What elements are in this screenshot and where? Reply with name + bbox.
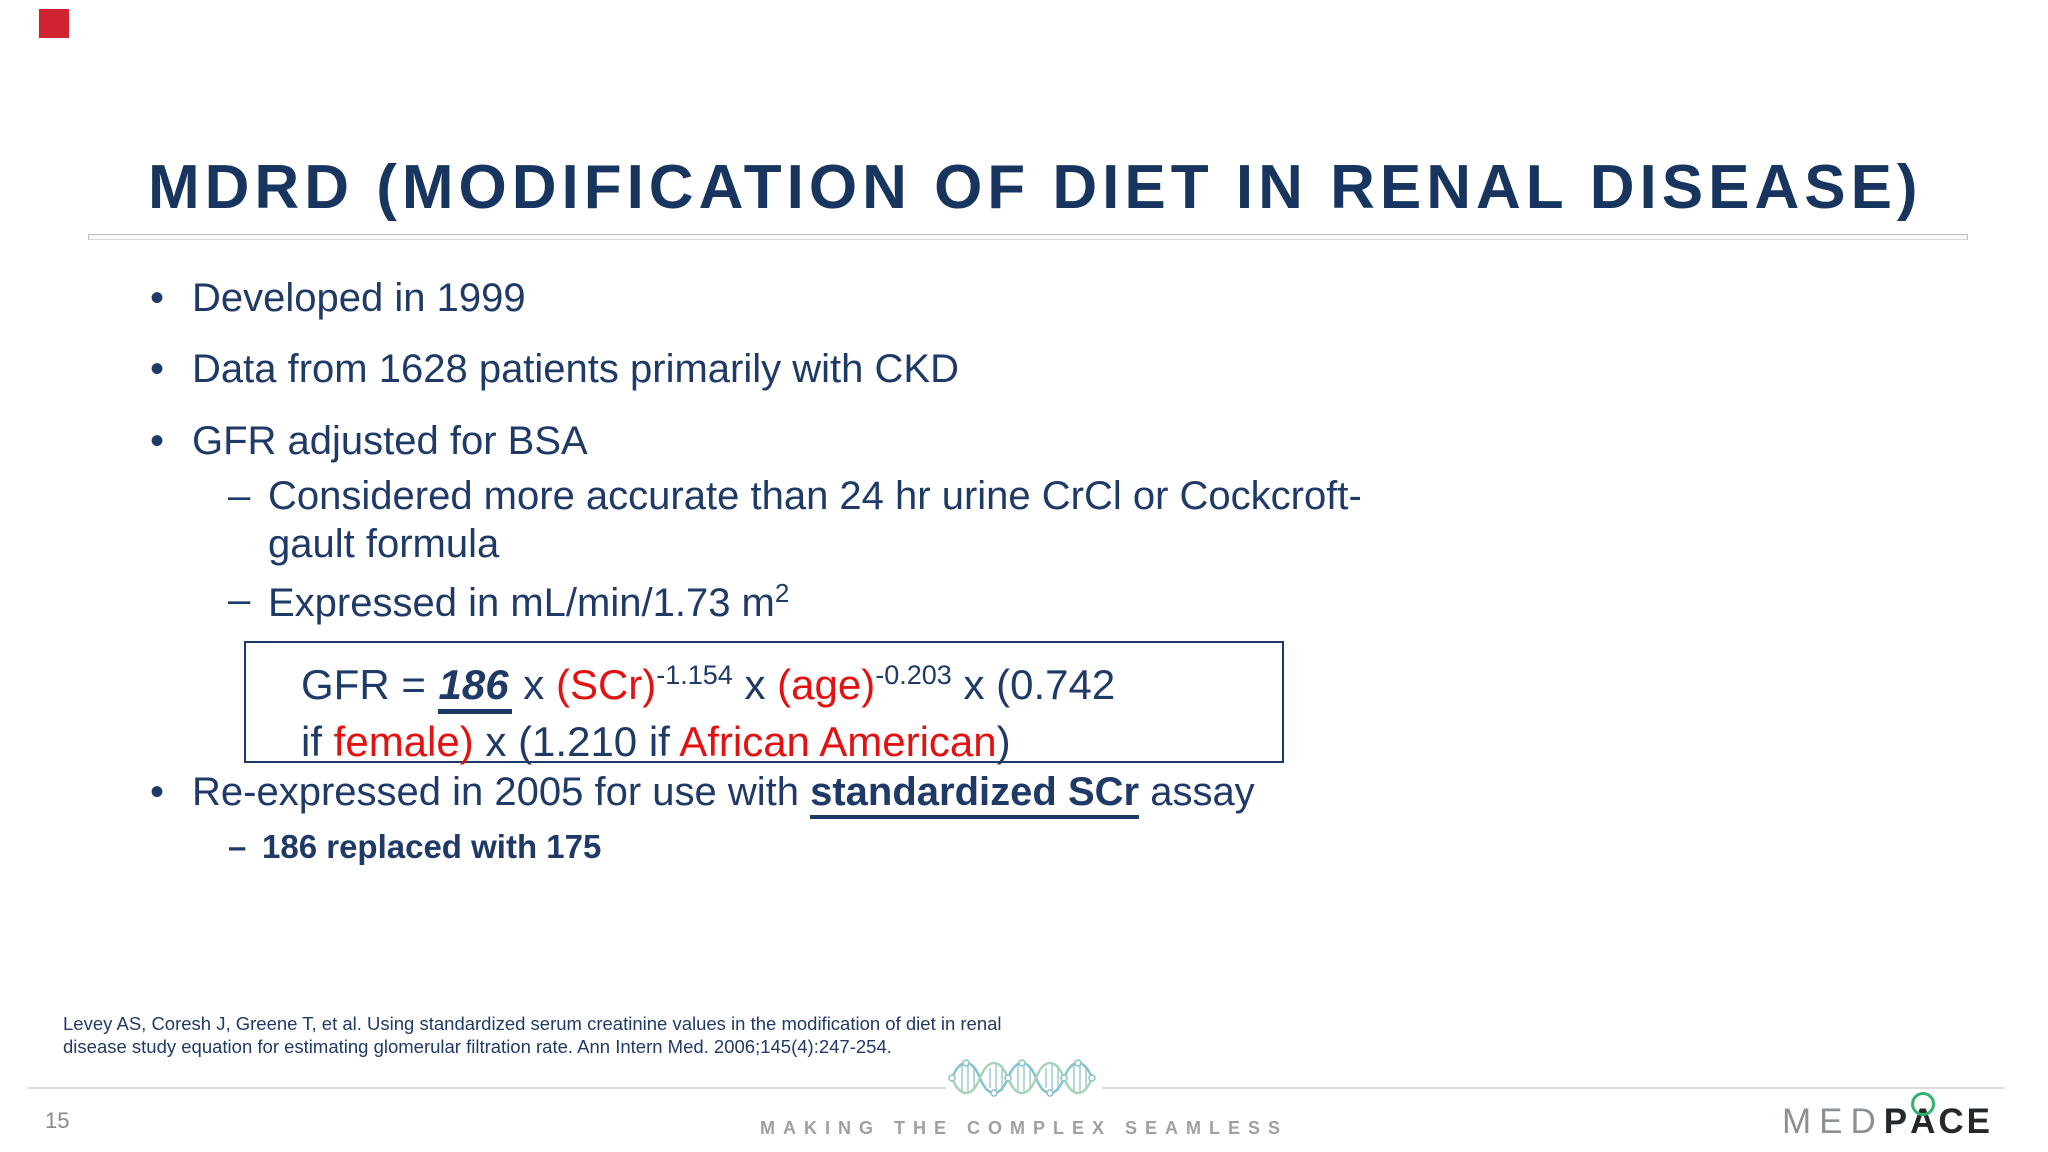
red-accent-square (39, 9, 69, 38)
bullet-dot-icon: • (150, 347, 165, 391)
medpace-logo-a: A (1910, 1092, 1938, 1142)
subbullet-units: – Expressed in mL/min/1.73 m2 (228, 578, 789, 626)
medpace-logo-p: P (1883, 1102, 1911, 1141)
units-text: Expressed in mL/min/1.73 m (268, 581, 775, 625)
bullet-gfr-bsa: • GFR adjusted for BSA (150, 419, 588, 464)
formula-times: x (511, 661, 556, 708)
subbullet-units-text: Expressed in mL/min/1.73 m2 (268, 578, 789, 626)
gfr-formula-box: GFR = 186 x (SCr)-1.154 x (age)-0.203 x … (244, 641, 1284, 765)
formula-coefficient-186: 186 (437, 661, 512, 714)
title-underline-rule (88, 234, 1968, 240)
bullet-dot-icon: • (150, 770, 165, 814)
formula-times: x (732, 661, 778, 708)
green-ring-icon (1911, 1092, 1936, 1116)
bullet-dot-icon: • (150, 276, 165, 320)
subbullet-186-replaced-text: 186 replaced with 175 (262, 828, 602, 865)
dash-icon: – (228, 828, 247, 865)
bullet-gfr-bsa-text: GFR adjusted for BSA (192, 419, 588, 463)
bullet-data-patients: • Data from 1628 patients primarily with… (150, 347, 959, 392)
reference-citation: Levey AS, Coresh J, Greene T, et al. Usi… (63, 1012, 1002, 1058)
formula-age-exponent: -0.203 (875, 660, 952, 690)
dash-icon: – (228, 474, 251, 518)
bullet-developed: • Developed in 1999 (150, 276, 526, 321)
formula-female-term: female) (333, 718, 474, 765)
formula-african-american-term: African American (679, 718, 997, 765)
subbullet-accuracy: – Considered more accurate than 24 hr ur… (228, 472, 1362, 568)
medpace-logo-med: MED (1781, 1102, 1884, 1141)
medpace-logo: MEDPA CE (1781, 1092, 1993, 1142)
gfr-formula: GFR = 186 x (SCr)-1.154 x (age)-0.203 x … (301, 647, 1115, 770)
formula-if-label: if (301, 718, 334, 765)
citation-line-1: Levey AS, Coresh J, Greene T, et al. Usi… (63, 1013, 1002, 1034)
subbullet-accuracy-line1: Considered more accurate than 24 hr urin… (268, 474, 1362, 518)
reexpressed-pre: Re-expressed in 2005 for use with (192, 770, 811, 814)
subbullet-186-replaced: – 186 replaced with 175 (228, 828, 601, 866)
formula-female-coefficient: x (0.742 (951, 661, 1116, 708)
formula-line-2: if female) x (1.210 if African American) (301, 713, 1115, 770)
formula-scr-exponent: -1.154 (656, 660, 733, 690)
bullet-reexpressed: • Re-expressed in 2005 for use with stan… (150, 770, 1255, 819)
bullet-data-patients-text: Data from 1628 patients primarily with C… (192, 347, 959, 391)
dash-icon: – (228, 578, 251, 622)
subbullet-accuracy-line2: gault formula (268, 522, 500, 566)
formula-gfr-label: GFR = (301, 661, 438, 708)
footer-tagline: MAKING THE COMPLEX SEAMLESS (759, 1118, 1289, 1138)
page-number: 15 (45, 1108, 70, 1133)
formula-close-paren: ) (996, 718, 1011, 765)
citation-line-2: disease study equation for estimating gl… (63, 1036, 892, 1057)
bullet-developed-text: Developed in 1999 (192, 276, 526, 320)
formula-aa-coefficient: x (1.210 if (473, 718, 680, 765)
bullet-reexpressed-text: Re-expressed in 2005 for use with standa… (192, 770, 1255, 819)
bullet-dot-icon: • (150, 419, 165, 463)
dna-helix-logo (946, 1054, 1102, 1102)
formula-scr-term: (SCr) (555, 661, 657, 708)
slide-title: MDRD (MODIFICATION OF DIET IN RENAL DISE… (148, 153, 1923, 222)
reexpressed-post: assay (1139, 770, 1255, 814)
subbullet-accuracy-text: Considered more accurate than 24 hr urin… (268, 472, 1362, 568)
formula-age-term: (age) (777, 661, 876, 708)
medpace-logo-ce: CE (1938, 1102, 1993, 1141)
formula-line-1: GFR = 186 x (SCr)-1.154 x (age)-0.203 x … (301, 647, 1116, 714)
standardized-scr-emphasis: standardized SCr (810, 770, 1140, 819)
units-superscript: 2 (774, 578, 790, 608)
